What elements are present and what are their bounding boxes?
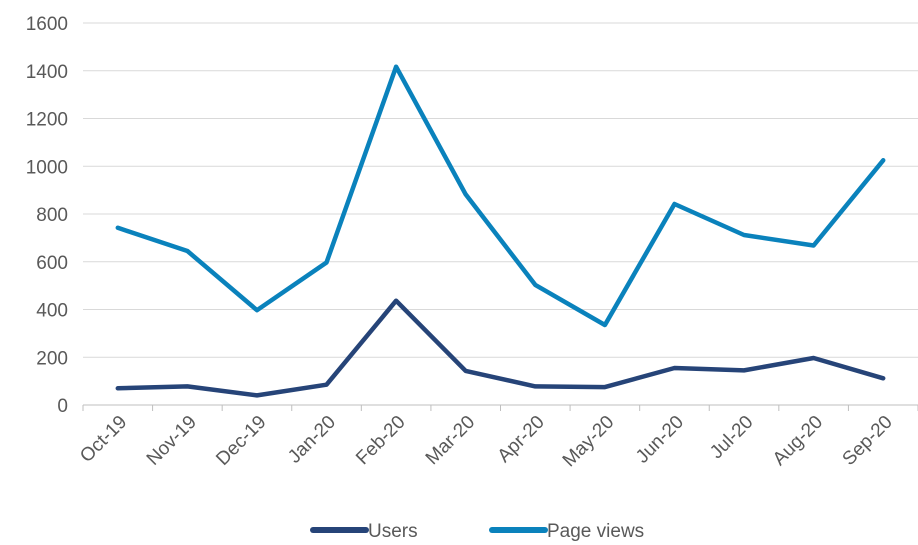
x-tick-label: Aug-20 xyxy=(769,412,827,470)
series-line-page-views xyxy=(115,64,886,328)
series-line-users xyxy=(115,298,886,398)
x-tick-label: Jan-20 xyxy=(284,412,340,468)
y-tick-label: 1000 xyxy=(26,157,68,178)
x-tick-label: May-20 xyxy=(559,412,619,472)
y-tick-label: 0 xyxy=(57,396,68,417)
y-tick-label: 600 xyxy=(36,253,68,274)
legend-label-page-views: Page views xyxy=(547,521,644,542)
legend: Users Page views xyxy=(310,521,644,542)
y-tick-label: 400 xyxy=(36,301,68,322)
legend-label-users: Users xyxy=(368,521,418,542)
y-axis-tick-labels: 0 200 400 600 800 1000 1200 1400 1600 xyxy=(26,14,68,417)
x-tick-label: Jul-20 xyxy=(706,412,757,463)
x-tick-label: Mar-20 xyxy=(422,412,479,469)
x-tick-label: Apr-20 xyxy=(494,412,549,467)
gridlines xyxy=(83,22,918,358)
y-tick-label: 1600 xyxy=(26,14,68,35)
x-axis xyxy=(82,404,918,411)
x-axis-tick-labels: Oct-19 Nov-19 Dec-19 Jan-20 Feb-20 Mar-20 Apr-… xyxy=(76,412,897,472)
x-tick-label: Sep-20 xyxy=(839,412,897,470)
y-tick-label: 1400 xyxy=(26,62,68,83)
y-tick-label: 1200 xyxy=(26,110,68,131)
x-tick-label: Feb-20 xyxy=(352,412,409,469)
x-tick-label: Nov-19 xyxy=(143,412,201,470)
y-tick-label: 200 xyxy=(36,348,68,369)
x-tick-label: Jun-20 xyxy=(632,412,688,468)
x-tick-label: Dec-19 xyxy=(212,412,270,470)
x-tick-label: Oct-19 xyxy=(76,412,131,467)
y-tick-label: 800 xyxy=(36,205,68,226)
series-lines xyxy=(115,64,886,398)
